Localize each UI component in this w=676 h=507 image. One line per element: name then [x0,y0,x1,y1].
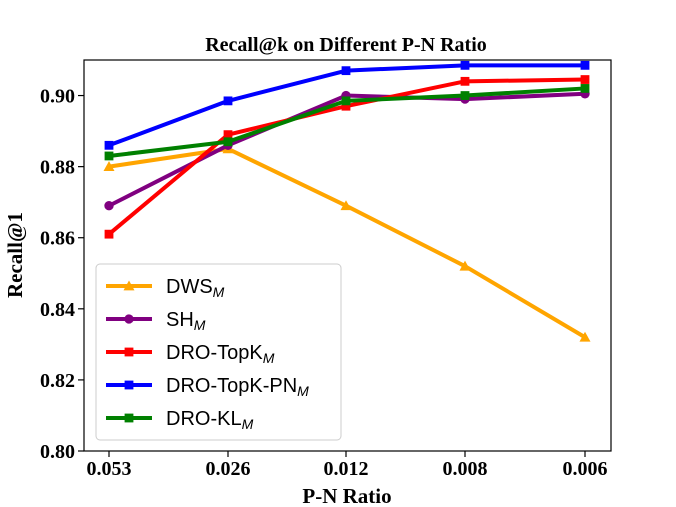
y-axis: 0.80 0.82 0.84 0.86 0.88 0.90 [40,86,84,463]
legend-label: DRO-KLM [166,408,254,432]
legend-swatch-marker [124,314,134,324]
data-point [341,101,351,111]
legend-label: DWSM [166,276,225,300]
legend-item: DRO-TopK-PNM [106,375,309,399]
legend-label-text: SH [166,309,194,331]
data-point [340,200,352,211]
data-point [580,84,590,93]
legend-label-subscript: M [194,317,206,333]
y-tick-label: 0.82 [40,370,75,392]
data-point [579,331,591,342]
legend-label-text: DRO-TopK [166,342,263,364]
data-point [223,137,233,147]
series-layer [103,60,591,342]
legend-label-text: DWS [166,276,213,298]
legend-swatch-marker [123,280,135,291]
legend-box [95,263,342,441]
legend-label: DRO-TopK-PNM [166,375,309,399]
x-axis-label: P-N Ratio [302,484,391,507]
x-tick-label: 0.012 [324,458,369,480]
series-dro-topk-pn [104,60,590,150]
y-axis-label: Recall@1 [3,212,27,298]
legend-label-text: DRO-TopK-PN [166,375,297,397]
data-point [104,151,114,161]
legend-label-text: DRO-KL [166,408,242,430]
data-point [341,66,351,76]
legend-item: DWSM [106,276,225,300]
legend-label: SHM [166,309,206,333]
chart-title: Recall@k on Different P-N Ratio [205,34,487,56]
legend-label-subscript: M [297,383,309,399]
legend-label: DRO-TopKM [166,342,275,366]
data-point [580,60,590,70]
legend-item: DRO-TopKM [106,342,275,366]
data-point [460,60,470,70]
data-point [223,96,233,106]
series-dro-topk [104,75,590,239]
y-tick-label: 0.90 [40,86,75,108]
data-point [460,76,470,86]
data-point [580,75,590,84]
data-point [104,140,114,150]
data-point [459,260,471,271]
data-point [104,229,114,239]
data-point [104,201,114,211]
legend-item: SHM [106,309,206,333]
y-tick-label: 0.86 [40,228,75,250]
data-point [341,96,351,106]
series-dro-kl [104,84,590,161]
data-point [103,161,115,172]
legend-label-subscript: M [242,416,254,432]
legend-item: DRO-KLM [106,408,254,432]
legend-swatch-marker [124,380,134,390]
y-tick-label: 0.84 [40,299,75,321]
data-point [460,91,470,100]
y-tick-label: 0.80 [40,441,75,463]
legend-label-subscript: M [263,350,275,366]
legend-swatch-marker [124,347,134,357]
y-tick-label: 0.88 [40,157,75,179]
data-point [223,130,233,140]
plot-frame [83,59,612,452]
x-tick-label: 0.008 [443,458,488,480]
x-tick-label: 0.053 [87,458,132,480]
legend-label-subscript: M [213,284,225,300]
legend-swatch-marker [124,413,134,423]
series-dws [103,143,591,342]
x-axis: 0.053 0.026 0.012 0.008 0.006 [87,451,608,480]
x-tick-label: 0.026 [206,458,251,480]
x-tick-label: 0.006 [563,458,608,480]
